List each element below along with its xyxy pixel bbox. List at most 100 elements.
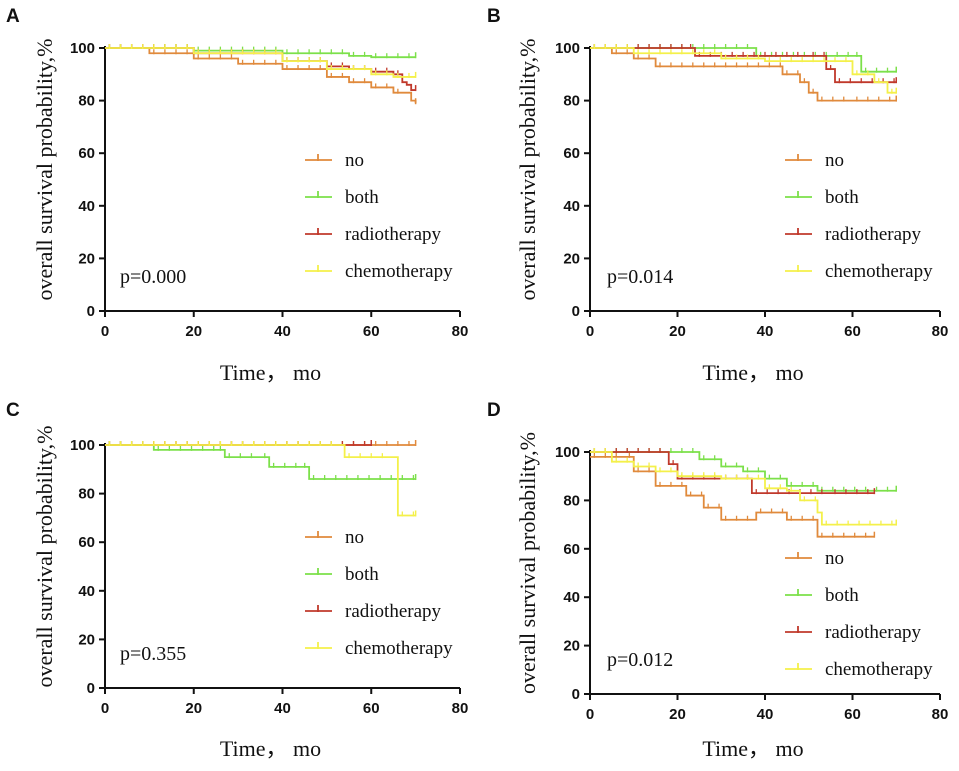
legend-item-no: no (785, 548, 844, 569)
x-tick-label: 0 (101, 323, 109, 340)
x-tick-label: 20 (669, 706, 686, 723)
legend-item-both: both (785, 585, 859, 606)
x-tick-label: 80 (932, 323, 949, 340)
panel-letter: C (6, 400, 20, 421)
x-tick-label: 60 (363, 323, 380, 340)
legend-item-chemotherapy: chemotherapy (785, 261, 933, 282)
y-tick-label: 60 (78, 145, 95, 162)
x-tick-label: 20 (185, 323, 202, 340)
x-axis-label: Time， mo (702, 360, 803, 385)
y-tick-label: 20 (78, 631, 95, 648)
legend-label: no (825, 548, 844, 569)
y-axis-label: overall survival probability,% (32, 426, 57, 688)
p-value-label: p=0.355 (120, 643, 186, 665)
series-line-chemotherapy (590, 451, 897, 526)
p-value-label: p=0.014 (607, 266, 673, 288)
y-tick-label: 40 (78, 198, 95, 215)
legend-label: both (825, 585, 859, 606)
x-tick-label: 40 (274, 323, 291, 340)
x-tick-label: 60 (844, 323, 861, 340)
x-tick-label: 60 (844, 706, 861, 723)
legend-item-radiotherapy: radiotherapy (305, 224, 442, 245)
x-tick-label: 0 (101, 700, 109, 717)
y-tick-label: 40 (78, 583, 95, 600)
legend-label: chemotherapy (825, 261, 933, 282)
chart-panel-b: B 0 20 40 60 80 100 0 20 40 60 80 overall survival p… (487, 6, 948, 385)
x-tick-label: 20 (185, 700, 202, 717)
legend-item-no: no (305, 527, 364, 548)
legend-label: radiotherapy (825, 622, 922, 643)
legend-label: chemotherapy (345, 261, 453, 282)
x-tick-label: 40 (274, 700, 291, 717)
x-axis-label: Time， mo (220, 736, 321, 761)
panel-letter: A (6, 6, 20, 27)
chart-panel-a: A 0 20 40 60 80 100 0 20 40 60 80 overall survival p… (6, 6, 468, 385)
y-axis-label: overall survival probability,% (32, 39, 57, 301)
y-tick-label: 60 (563, 145, 580, 162)
chart-panel-d: D 0 20 40 60 80 100 0 20 40 60 80 overall survival p… (487, 400, 948, 761)
y-tick-label: 20 (563, 250, 580, 267)
y-axis-label: overall survival probability,% (515, 432, 540, 694)
y-axis-label: overall survival probability,% (515, 39, 540, 301)
legend-item-no: no (305, 150, 364, 171)
y-tick-label: 20 (78, 250, 95, 267)
series-line-both (105, 444, 416, 480)
panel-letter: B (487, 6, 501, 27)
legend-label: both (825, 187, 859, 208)
legend-item-radiotherapy: radiotherapy (785, 224, 922, 245)
legend-label: no (345, 150, 364, 171)
p-value-label: p=0.012 (607, 649, 673, 671)
y-tick-label: 80 (563, 492, 580, 509)
series-line-no (105, 47, 417, 104)
y-tick-label: 100 (70, 437, 95, 454)
series-line-radiotherapy (590, 451, 875, 495)
legend-label: radiotherapy (345, 224, 442, 245)
series-line-both (590, 47, 897, 73)
y-tick-label: 20 (563, 638, 580, 655)
series-line-chemotherapy (590, 47, 897, 94)
p-value-label: p=0.000 (120, 266, 186, 288)
legend-item-no: no (785, 150, 844, 171)
y-tick-label: 0 (572, 686, 580, 703)
x-tick-label: 40 (757, 323, 774, 340)
legend-label: chemotherapy (345, 638, 453, 659)
legend-label: no (825, 150, 844, 171)
y-tick-label: 80 (563, 93, 580, 110)
legend-label: radiotherapy (825, 224, 922, 245)
legend-item-radiotherapy: radiotherapy (305, 601, 442, 622)
x-tick-label: 80 (452, 323, 469, 340)
legend-label: both (345, 187, 379, 208)
legend-label: radiotherapy (345, 601, 442, 622)
legend-item-radiotherapy: radiotherapy (785, 622, 922, 643)
x-axis-label: Time， mo (220, 360, 321, 385)
legend-item-chemotherapy: chemotherapy (785, 659, 933, 680)
legend-item-chemotherapy: chemotherapy (305, 261, 453, 282)
legend-item-both: both (305, 187, 379, 208)
y-tick-label: 40 (563, 589, 580, 606)
x-tick-label: 60 (363, 700, 380, 717)
y-tick-label: 80 (78, 486, 95, 503)
legend-item-chemotherapy: chemotherapy (305, 638, 453, 659)
y-tick-label: 40 (563, 198, 580, 215)
y-tick-label: 0 (87, 303, 95, 320)
series-line-no (590, 455, 875, 538)
x-tick-label: 40 (757, 706, 774, 723)
y-tick-label: 80 (78, 93, 95, 110)
legend-item-both: both (305, 564, 379, 585)
series-line-chemotherapy (105, 47, 416, 78)
y-tick-label: 100 (555, 40, 580, 57)
chart-panel-c: C 0 20 40 60 80 100 0 20 40 60 80 overall survival p… (6, 400, 468, 761)
x-tick-label: 20 (669, 323, 686, 340)
legend-label: chemotherapy (825, 659, 933, 680)
y-tick-label: 0 (87, 680, 95, 697)
y-tick-label: 60 (563, 541, 580, 558)
y-tick-label: 100 (555, 444, 580, 461)
series-line-chemotherapy (105, 444, 416, 517)
x-axis-label: Time， mo (702, 736, 803, 761)
x-tick-label: 80 (932, 706, 949, 723)
legend-item-both: both (785, 187, 859, 208)
legend-label: no (345, 527, 364, 548)
x-tick-label: 80 (452, 700, 469, 717)
y-tick-label: 0 (572, 303, 580, 320)
